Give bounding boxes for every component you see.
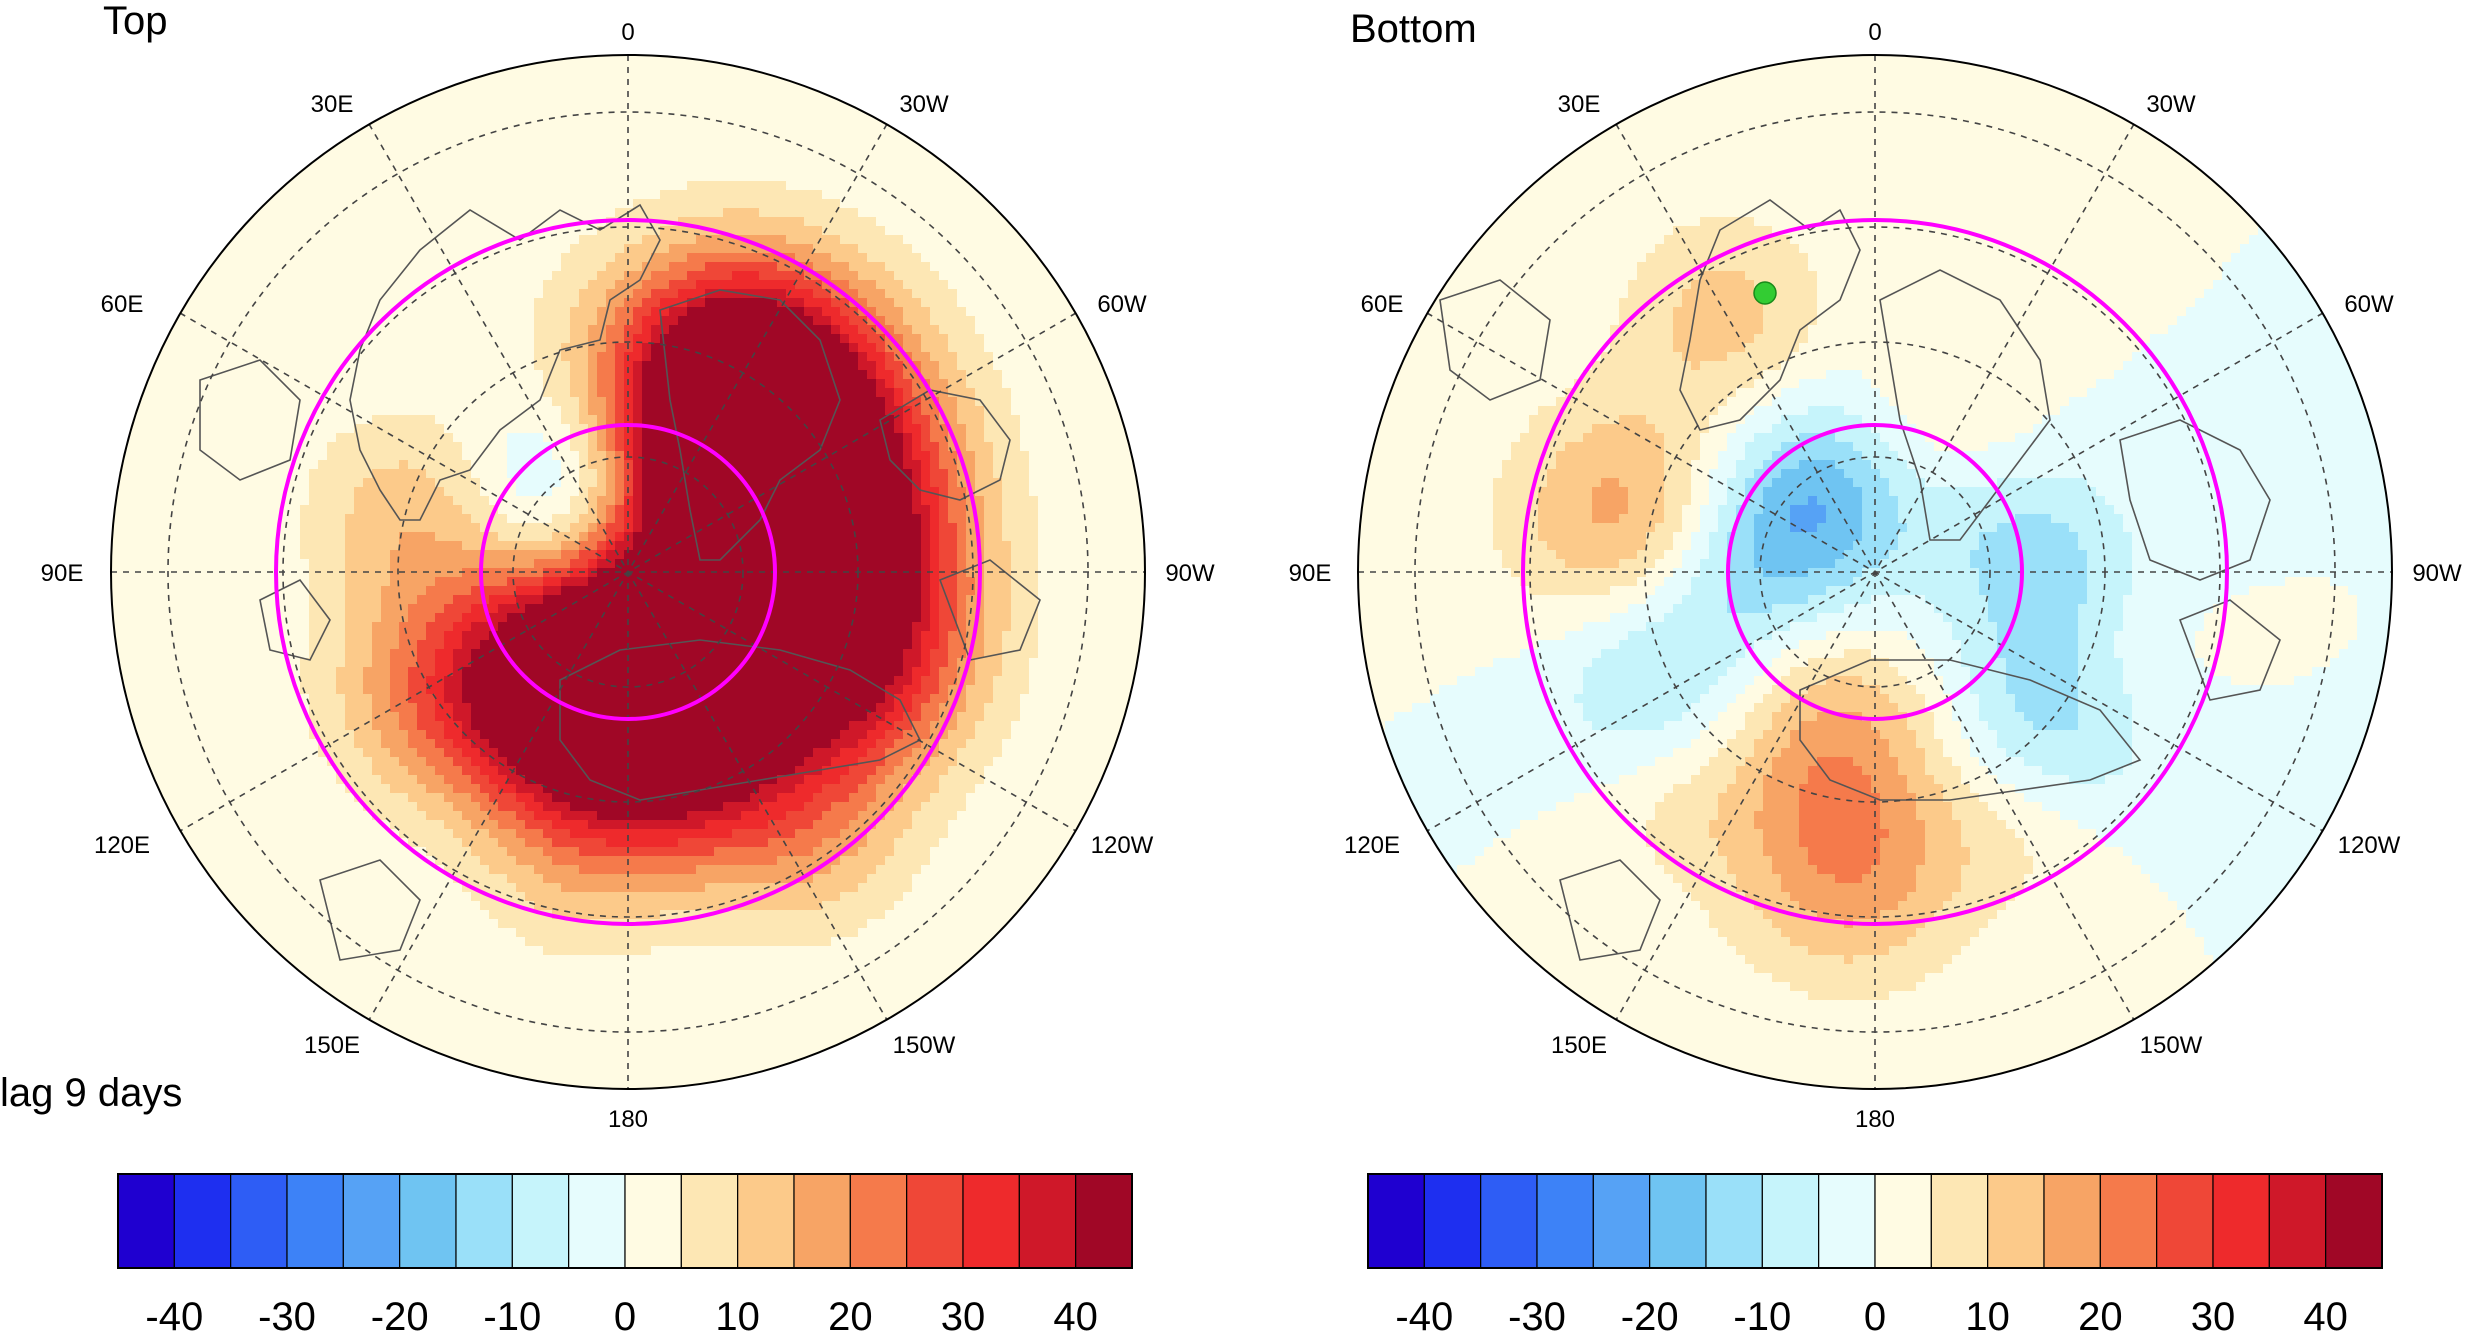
lon-label-90w: 90W [2412,560,2462,587]
colorbar-swatch [173,1173,232,1269]
colorbar-tick-label: -30 [258,1295,316,1332]
colorbar-swatch [1018,1173,1077,1269]
colorbar-swatch [1423,1173,1482,1269]
lon-label-150w: 150W [2140,1032,2203,1059]
lon-label-120e: 120E [1344,832,1400,859]
inner-reference-circle [1726,423,2024,721]
colorbar-swatch [906,1173,964,1269]
lon-label-180: 180 [1855,1106,1895,1133]
colorbar-swatch [1874,1173,1932,1269]
colorbar-swatch [624,1173,682,1269]
colorbar-swatch [2099,1173,2158,1269]
panel-bottom: Bottom 0 30W 60W 90W 120W 150W 180 150E … [1289,7,2462,1133]
colorbar-swatch [680,1173,739,1269]
lon-label-90e: 90E [1289,560,1332,587]
lon-label-120w: 120W [2338,832,2401,859]
colorbar-swatch [2325,1173,2383,1269]
map-boundary [1357,54,2393,1090]
graticule [111,55,1145,1089]
colorbar-swatch [737,1173,795,1269]
colorbar-swatch [1987,1173,2045,1269]
panel-title: Bottom [1350,7,1477,51]
colorbar-swatch [342,1173,401,1269]
colorbar-tick-label: -20 [1621,1295,1679,1332]
colorbar-swatch [793,1173,851,1269]
colorbar-swatch [1705,1173,1763,1269]
lon-label-60e: 60E [1361,291,1404,318]
lon-label-120e: 120E [94,832,150,859]
colorbar-swatch [2268,1173,2327,1269]
colorbar-tick-label: -40 [145,1295,203,1332]
outer-reference-circle [1521,218,2229,926]
colorbar-swatch [568,1173,626,1269]
map-boundary [110,54,1146,1090]
location-marker [1753,281,1777,305]
colorbar-swatch [1480,1173,1538,1269]
lon-label-30w: 30W [899,91,949,118]
colorbar-swatch [117,1173,175,1269]
colorbar-outline [117,1173,1133,1269]
colorbar-swatch [1761,1173,1820,1269]
colorbar-tick-label: -20 [371,1295,429,1332]
colorbar-tick-label: 20 [2078,1295,2123,1332]
colorbar-outline [1367,1173,2383,1269]
panel-top: Top 0 30W 60W 90W 120W 150W 180 150E 120… [41,0,1215,1133]
colorbar-swatch [1367,1173,1425,1269]
colorbar-top: -40 -30 -20 -10 0 10 20 30 40 [117,1173,1133,1332]
inner-reference-circle [479,423,777,721]
outer-reference-circle [274,218,982,926]
colorbar-tick-label: 10 [715,1295,760,1332]
colorbar-swatch [1649,1173,1707,1269]
lon-label-150w: 150W [893,1032,956,1059]
colorbar-tick-label: 20 [828,1295,873,1332]
lon-label-60w: 60W [1097,291,1147,318]
lag-label: lag 9 days [0,1071,182,1115]
colorbar-tick-label: 30 [2191,1295,2236,1332]
colorbar-swatch [230,1173,288,1269]
colorbar-tick-label: 0 [614,1295,636,1332]
lon-label-30e: 30E [311,91,354,118]
graticule [1358,55,2392,1089]
lon-label-120w: 120W [1091,832,1154,859]
colorbar-swatch [849,1173,908,1269]
lon-label-0: 0 [621,19,634,46]
colorbar-swatch [1592,1173,1651,1269]
lon-label-90e: 90E [41,560,84,587]
colorbar-tick-label: -10 [483,1295,541,1332]
colorbar-swatch [1930,1173,1989,1269]
lon-label-150e: 150E [1551,1032,1607,1059]
colorbar-swatch [455,1173,513,1269]
colorbar-tick-label: -40 [1395,1295,1453,1332]
colorbar-swatch [1536,1173,1594,1269]
colorbar-tick-label: -30 [1508,1295,1566,1332]
colorbar-tick-label: 30 [941,1295,986,1332]
lon-label-30e: 30E [1558,91,1601,118]
colorbar-swatch [399,1173,457,1269]
colorbar-tick-label: 0 [1864,1295,1886,1332]
colorbar-swatch [2212,1173,2270,1269]
lon-label-0: 0 [1868,19,1881,46]
lon-label-180: 180 [608,1106,648,1133]
colorbar-bottom: -40 -30 -20 -10 0 10 20 30 40 [1367,1173,2383,1332]
colorbar-swatch [1818,1173,1876,1269]
colorbar-swatch [962,1173,1020,1269]
lon-label-150e: 150E [304,1032,360,1059]
colorbar-tick-label: 40 [1053,1295,1098,1332]
colorbar-swatch [286,1173,344,1269]
lon-label-60e: 60E [101,291,144,318]
colorbar-tick-label: 40 [2303,1295,2348,1332]
lon-label-90w: 90W [1165,560,1215,587]
colorbar-swatch [2043,1173,2101,1269]
colorbar-swatch [1075,1173,1133,1269]
lon-label-60w: 60W [2344,291,2394,318]
colorbar-swatch [2156,1173,2214,1269]
panel-title: Top [103,0,168,43]
colorbar-tick-label: 10 [1965,1295,2010,1332]
colorbar-swatch [511,1173,570,1269]
colorbar-tick-label: -10 [1733,1295,1791,1332]
lon-label-30w: 30W [2146,91,2196,118]
